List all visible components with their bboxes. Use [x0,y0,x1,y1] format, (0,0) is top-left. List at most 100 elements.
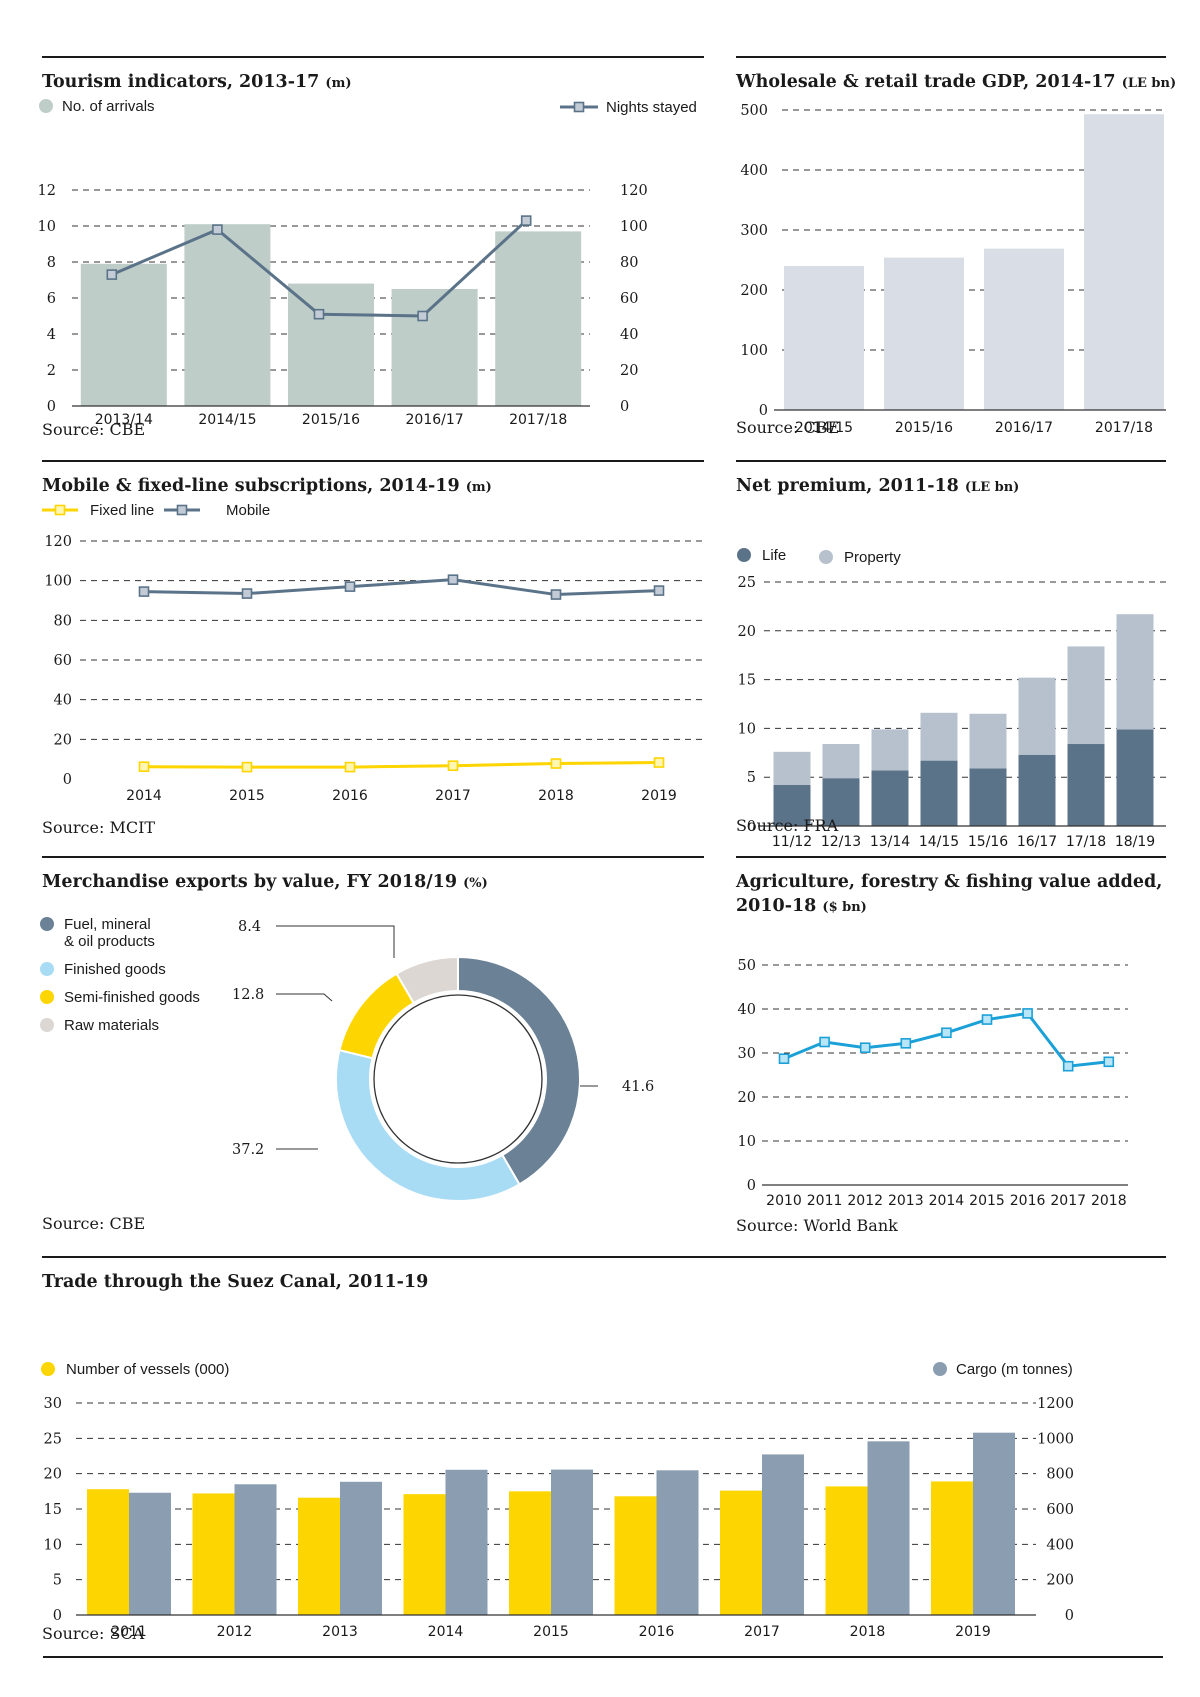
mobile-xtick: 2015 [229,788,265,804]
wholesale-xtick: 2015/16 [895,420,953,436]
suez-xtick: 2014 [428,1624,464,1640]
wholesale-xtick: 2016/17 [995,420,1053,436]
premium-property-bar [822,744,860,779]
mobile-point [344,581,356,592]
tourism-ytick-left: 8 [47,255,56,271]
premium-property-bar [920,712,958,761]
agriculture-line [783,1011,1109,1068]
legend-label-vessels: Number of vessels (000) [66,1361,229,1378]
agriculture-point [859,1042,871,1054]
agriculture-xtick: 2011 [807,1193,843,1209]
tourism-arrivals-bar [495,231,582,406]
premium-ytick: 0 [747,819,756,835]
panel-rule [736,460,1166,462]
wholesale-ytick: 100 [740,343,768,359]
legend-label-export: Finished goods [64,961,166,978]
mobile-ytick: 60 [54,653,72,669]
wholesale-ytick: 200 [740,283,768,299]
fixed-point [550,758,562,769]
tourism-nights-point [417,310,428,322]
panel-rule [42,56,704,58]
suez-ytick-right: 800 [1046,1467,1074,1483]
wholesale-bar [784,266,864,410]
tourism-arrivals-bar [288,283,374,406]
agriculture-point [1103,1056,1115,1068]
suez-cargo-bar [445,1469,488,1615]
premium-panel: Net premium, 2011-18 (LE bn) 0 5 10 15 20 25 1… [736,460,1166,850]
suez-ytick-right: 0 [1065,1608,1074,1624]
suez-vessels-bar [87,1489,129,1615]
premium-unit: (LE bn) [964,480,1020,495]
suez-cargo-bar [656,1470,699,1615]
legend-label-export-line2: & oil products [64,933,155,950]
tourism-ytick-right: 80 [620,255,638,271]
suez-xtick: 2011 [111,1624,147,1640]
premium-ytick: 25 [738,575,756,591]
suez-ytick-right: 1200 [1037,1396,1074,1412]
tourism-ytick-left: 12 [38,183,56,199]
wholesale-ytick: 500 [740,103,768,119]
suez-ytick-left: 20 [44,1467,62,1483]
tourism-unit: (m) [325,76,352,91]
suez-vessels-bar [931,1481,973,1615]
premium-chart: 0 5 10 15 20 25 11/12 12/13 13/14 14/15 15/16 16/17… [737,547,1166,850]
premium-xtick: 13/14 [870,834,910,850]
tourism-xtick: 2016/17 [406,412,464,428]
suez-ytick-right: 1000 [1037,1431,1074,1447]
legend-swatch-cargo [933,1362,947,1376]
tourism-ytick-right: 60 [620,291,638,307]
premium-source: Source: FRA [736,816,839,835]
suez-vessels-bar [403,1494,446,1615]
mobile-line [143,578,660,597]
agriculture-ytick: 50 [738,958,756,974]
suez-vessels-bar [614,1496,657,1615]
agriculture-source: Source: World Bank [736,1216,898,1235]
agriculture-xtick: 2012 [847,1193,883,1209]
suez-cargo-bar [973,1432,1015,1615]
tourism-ytick-right: 20 [620,363,638,379]
mobile-point [447,574,459,585]
premium-property-bar [1018,677,1056,755]
legend-swatch-arrivals [39,99,53,113]
legend-swatch-fixed-marker [54,504,66,516]
exports-label-finished: 37.2 [232,1142,264,1158]
exports-chart: 41.6 37.2 12.8 8.4 Fuel, mineral& oil produc… [40,916,654,1202]
agriculture-ytick: 30 [738,1046,756,1062]
tourism-xtick: 2013/14 [95,412,153,428]
exports-label-semi: 12.8 [232,987,264,1003]
agriculture-title: Agriculture, forestry & fishing value ad… [736,872,1163,892]
suez-vessels-bar [720,1490,762,1615]
suez-vessels-bar [192,1493,235,1615]
legend-label-life: Life [762,547,786,564]
wholesale-ytick: 400 [740,163,768,179]
premium-title-text: Net premium, 2011-18 [736,476,959,496]
panel-rule [736,56,1166,58]
premium-property-bar [1116,614,1154,730]
tourism-ytick-left: 0 [47,399,56,415]
suez-source: Source: SCA [42,1624,145,1643]
legend-swatch-export [40,990,54,1004]
mobile-panel: Mobile & fixed-line subscriptions, 2014-… [42,460,704,850]
mobile-xtick: 2014 [126,788,162,804]
tourism-title: Tourism indicators, 2013-17 (m) [42,72,351,92]
premium-life-bar [1067,744,1105,826]
suez-cargo-bar [867,1441,910,1615]
premium-property-bar [1067,646,1105,745]
tourism-nights-point [106,269,118,280]
tourism-arrivals-bar [184,224,271,406]
tourism-nights-point [520,215,532,226]
premium-life-bar [871,770,909,826]
tourism-title-text: Tourism indicators, 2013-17 [42,72,320,92]
fixed-point [138,761,150,773]
suez-cargo-bar [234,1484,277,1615]
mobile-xtick: 2019 [641,788,677,804]
legend-label-export: Semi-finished goods [64,989,200,1006]
tourism-ytick-right: 100 [620,219,648,235]
premium-ytick: 10 [738,721,756,737]
leader-line [276,993,333,1002]
tourism-ytick-right: 120 [620,183,648,199]
premium-property-bar [773,751,811,786]
fixed-point [344,761,356,773]
agriculture-title-line2: 2010-18 ($ bn) [736,896,867,916]
